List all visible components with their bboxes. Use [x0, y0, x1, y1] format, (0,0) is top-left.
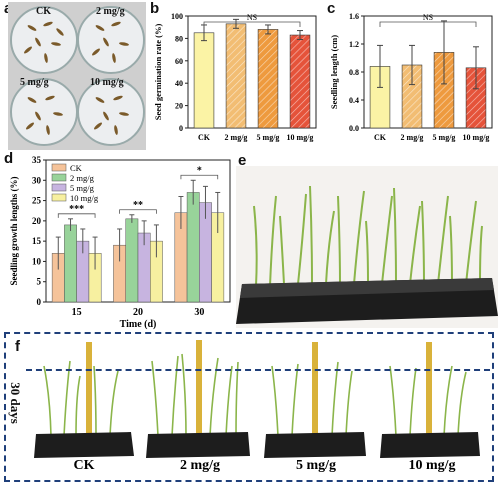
seedling-tray-photo: [236, 166, 498, 328]
d-ytick-label: 20: [32, 216, 42, 226]
panel-f-label: f: [15, 338, 20, 355]
seedling-tray-illustration: [236, 166, 498, 328]
d-significance-bracket: [57, 213, 96, 218]
d-legend-swatch: [51, 163, 67, 172]
group-label-ck: CK: [73, 458, 95, 473]
tray-10mg: [380, 342, 480, 458]
d-xtick-label: 20: [133, 307, 143, 318]
c-xtick-label: 10 mg/g: [463, 133, 490, 142]
d-xtick-label: 30: [194, 307, 204, 318]
d-bar: [64, 224, 77, 303]
tray-5mg: [264, 342, 366, 458]
c-significance-bracket: [379, 21, 477, 27]
d-legend-label: 5 mg/g: [70, 183, 95, 193]
d-significance-bracket: [180, 174, 219, 180]
d-ytick-label: 35: [32, 155, 42, 165]
d-ytick-label: 30: [32, 175, 42, 185]
b-ytick-label: 20: [175, 102, 183, 111]
b-xtick-label: 5 mg/g: [257, 133, 280, 142]
thirty-days-text: 30 days: [8, 382, 24, 424]
c-xtick-label: 2 mg/g: [401, 133, 424, 142]
c-ytick-label: 0.0: [349, 124, 359, 133]
b-ylabel: Seed germination rate (%): [153, 24, 163, 121]
d-xtick-label: 15: [72, 307, 82, 318]
group-label-5mg: 5 mg/g: [295, 458, 337, 473]
d-legend-swatch: [51, 173, 67, 182]
d-ytick-label: 10: [32, 256, 42, 266]
d-significance-label: ***: [69, 204, 84, 215]
c-xtick-label: CK: [374, 133, 387, 142]
d-ytick-label: 0: [37, 297, 42, 307]
tray-2mg: [146, 340, 250, 458]
c-significance-label: NS: [423, 13, 433, 22]
d-significance-bracket: [119, 209, 157, 214]
chart-b-germination: 0 20 40 60 80 100 CK 2 mg/g 5 mg/g 10 mg/g NS Seed …: [153, 12, 317, 142]
dish-label-ck: CK: [36, 6, 51, 17]
c-ylabel: Seedling length (cm): [329, 35, 339, 109]
group-label-2mg: 2 mg/g: [179, 458, 221, 473]
b-ytick-label: 0: [179, 124, 183, 133]
b-bar: [225, 23, 247, 129]
d-significance-label: **: [133, 200, 143, 211]
panel-f-trays: [34, 340, 480, 458]
petri-dish-photo: CK 2 mg/g 5 mg/g 10 mg/g: [8, 2, 146, 150]
d-ytick-label: 25: [32, 196, 42, 206]
d-ylabel: Seedling growth lengths (%): [9, 176, 19, 285]
panel-f-group-labels: CK 2 mg/g 5 mg/g 10 mg/g: [26, 458, 490, 480]
dish-label-2mg: 2 mg/g: [96, 6, 125, 17]
d-bar: [186, 192, 200, 303]
d-legend-swatch: [51, 193, 67, 202]
d-legend-swatch: [51, 183, 67, 192]
b-significance-label: NS: [247, 13, 257, 22]
seedlings: [253, 185, 483, 287]
c-ytick-label: 0.8: [349, 68, 359, 77]
d-legend-label: 2 mg/g: [70, 173, 95, 183]
b-bar: [193, 32, 215, 129]
b-xtick-label: 2 mg/g: [225, 133, 248, 142]
dish-label-5mg: 5 mg/g: [20, 77, 49, 88]
panel-c-label: c: [327, 0, 336, 17]
b-bar: [289, 34, 311, 129]
panel-f-height-line: [26, 369, 490, 371]
chart-c-seedling-length: 0.0 0.4 0.8 1.2 1.6 CK 2 mg/g 5 mg/g 10 mg/g NS Se…: [329, 12, 493, 142]
panel-b-label: b: [150, 0, 160, 17]
d-xlabel: Time (d): [120, 319, 157, 330]
b-ytick-label: 80: [175, 34, 183, 43]
panel-e-label: e: [238, 152, 247, 169]
d-ytick-label: 5: [37, 277, 42, 287]
d-significance-label: *: [197, 165, 202, 176]
b-ytick-label: 40: [175, 79, 183, 88]
d-ytick-label: 15: [32, 236, 42, 246]
tray-ck: [34, 342, 134, 458]
dish-10mg: [77, 78, 145, 146]
b-plot-frame: [187, 15, 317, 129]
group-label-10mg: 10 mg/g: [408, 458, 456, 473]
b-significance-bracket: [203, 21, 301, 27]
b-ytick-label: 60: [175, 57, 183, 66]
c-ytick-label: 1.2: [349, 40, 359, 49]
b-xtick-label: 10 mg/g: [287, 133, 314, 142]
c-ytick-label: 1.6: [349, 12, 359, 21]
panel-f-frame: [4, 332, 494, 482]
d-legend-label: CK: [70, 163, 83, 173]
dish-label-10mg: 10 mg/g: [90, 77, 124, 88]
b-ytick-label: 100: [171, 12, 183, 21]
d-bar: [125, 218, 139, 303]
c-xtick-label: 5 mg/g: [433, 133, 456, 142]
panel-d-label: d: [4, 150, 14, 167]
b-xtick-label: CK: [198, 133, 211, 142]
c-ytick-label: 0.4: [349, 96, 359, 105]
thirty-days-label: 30 days: [6, 368, 24, 438]
d-legend-label: 10 mg/g: [70, 193, 99, 203]
b-bar: [257, 29, 279, 129]
chart-d-growth: 0 5 10 15 20 25 30 35 *** 15 ** 20 * 30 Time (d) Seedli…: [9, 155, 231, 330]
dish-2mg: [77, 6, 145, 74]
dish-5mg: [10, 78, 78, 146]
petri-dish-illustration: CK 2 mg/g 5 mg/g 10 mg/g: [8, 2, 146, 150]
